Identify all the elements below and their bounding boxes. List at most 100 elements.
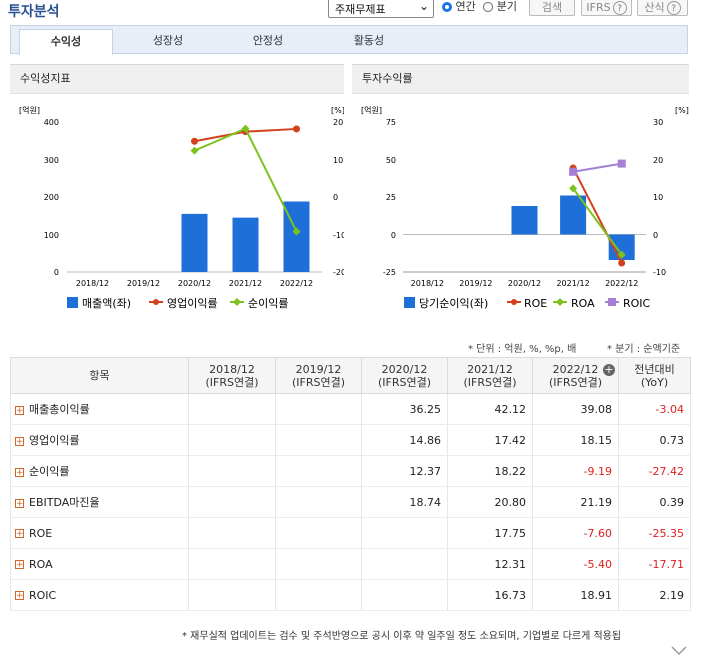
table-cell: 42.12 [447,393,533,425]
y-tick-right: 0 [653,231,658,240]
table-cell [275,517,362,549]
y-tick-right: -10 [653,268,666,277]
expand-row-icon[interactable]: + [15,529,24,539]
quarter-note: * 분기 : 순액기준 [607,344,681,355]
statement-select-value: 주재무제표 [335,3,386,16]
legend-swatch-marker [153,299,159,305]
profitability-chart: [억원] [%] 400 300 200 100 0 20 10 0 -10 -… [19,105,344,310]
data-point [569,184,578,193]
row-label[interactable]: + 매출총이익률 [10,393,189,425]
row-label[interactable]: + ROE [10,517,189,549]
y-tick-left: 300 [44,156,59,165]
expand-row-icon[interactable]: + [15,467,24,478]
x-tick-label: 2019/12 [127,279,160,288]
y-tick-left: 400 [44,118,59,127]
expand-row-icon[interactable]: + [15,498,24,509]
table-cell: -3.04 [618,393,691,425]
table-row: + 매출총이익률 36.25 42.12 39.08 -3.04 [10,393,691,425]
radio-annual[interactable] [442,2,452,12]
table-cell [188,579,276,611]
series-line [572,187,623,256]
table-cell: 21.19 [532,486,619,518]
legend-swatch-marker [511,299,517,305]
table-cell [188,486,276,518]
y-tick-left: 0 [54,268,59,277]
row-label-text: 순이익률 [29,465,70,478]
table-row: + ROE 17.75 -7.60 -25.35 [10,517,691,549]
table-cell: 18.74 [361,486,448,518]
table-cell [188,393,276,425]
table-cell: -17.71 [618,548,691,580]
bar [232,217,259,272]
table-cell [188,548,276,580]
table-cell: 0.73 [618,424,691,456]
bar [560,195,587,235]
tab-growth[interactable]: 성장성 [152,34,184,47]
table-cell [361,548,448,580]
header-yoy: 전년대비 (YoY) [618,357,691,394]
data-point [191,137,198,145]
radio-quarter[interactable] [483,2,494,12]
ifrs-label: IFRS [586,1,611,14]
y-tick-left: -25 [383,268,396,277]
expand-row-icon[interactable]: + [15,405,24,416]
y-tick-right: 10 [333,156,343,165]
header-2019: 2019/12 (IFRS연결) [275,357,362,394]
table-cell: 18.15 [532,424,619,456]
table-cell: 39.08 [532,393,619,425]
legend-swatch-bar [67,297,78,308]
tab-stability[interactable]: 안정성 [252,34,284,47]
right-axis-unit: [%] [331,106,344,115]
expand-row-icon[interactable]: + [15,560,24,570]
unit-note: * 단위 : 억원, %, %p, 배 [468,344,577,355]
radio-annual-label: 연간 [455,0,476,13]
row-label[interactable]: + ROA [10,548,189,580]
radio-quarter-label: 분기 [496,0,517,13]
table-cell: 17.42 [447,424,533,456]
x-tick-label: 2022/12 [280,279,313,288]
legend-swatch-marker [608,298,616,306]
y-tick-left: 25 [386,193,396,202]
search-button[interactable]: 검색 [529,0,575,16]
table-row: + 순이익률 12.37 18.22 -9.19 -27.42 [10,455,691,487]
x-tick-label: 2018/12 [76,279,109,288]
page-title: 투자분석 [8,4,60,20]
y-tick-right: 30 [653,118,663,127]
x-tick-label: 2018/12 [411,279,444,288]
expand-row-icon[interactable]: + [15,591,24,601]
tab-activity[interactable]: 활동성 [353,34,385,47]
expand-row-icon[interactable]: + [15,436,24,447]
row-label[interactable]: + 영업이익률 [10,424,189,456]
table-cell [275,393,362,425]
series-line [572,162,622,173]
row-label[interactable]: + ROIC [10,579,189,611]
x-tick-label: 2020/12 [178,279,211,288]
help-icon: ? [666,1,681,15]
row-label[interactable]: + 순이익률 [10,455,189,487]
table-cell: -25.35 [618,517,691,549]
legend-label: ROA [571,297,595,310]
statement-select[interactable]: 주재무제표 ⌄ [328,0,434,18]
formula-help-button[interactable]: 산식? [637,0,688,16]
table-cell: 20.80 [447,486,533,518]
y-tick-right: 20 [333,118,343,127]
ifrs-help-button[interactable]: IFRS? [581,0,632,16]
legend-swatch-marker [556,298,564,306]
table-cell [275,486,362,518]
table-cell [188,424,276,456]
chevron-down-icon[interactable] [670,645,688,657]
y-tick-left: 200 [44,193,59,202]
row-label[interactable]: + EBITDA마진율 [10,486,189,518]
data-point [241,124,250,133]
chart-legend: 매출액(좌) 영업이익률 순이익률 [67,297,288,310]
table-cell: 17.75 [447,517,533,549]
y-tick-right: -10 [333,231,344,240]
table-cell: 12.31 [447,548,533,580]
table-row: + EBITDA마진율 18.74 20.80 21.19 0.39 [10,486,691,518]
expand-columns-icon[interactable]: + [603,363,615,376]
y-tick-right: 20 [653,156,663,165]
tab-profitability[interactable]: 수익성 [19,29,113,55]
legend-label: 매출액(좌) [82,297,131,310]
table-row: + 영업이익률 14.86 17.42 18.15 0.73 [10,424,691,456]
table-cell: 16.73 [447,579,533,611]
